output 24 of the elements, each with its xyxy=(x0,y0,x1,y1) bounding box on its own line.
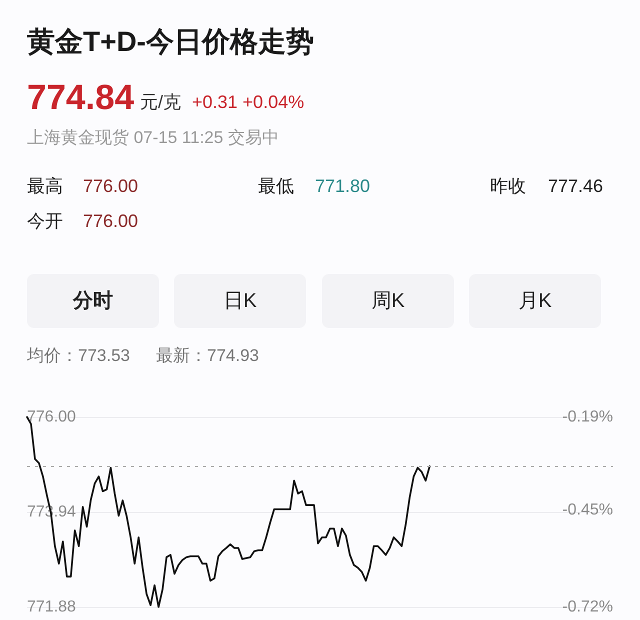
text: 最新：774.93 xyxy=(156,346,259,365)
y-tick-label: 771.88 xyxy=(27,598,76,616)
y2-tick-label: -0.72% xyxy=(562,598,613,616)
text: 777.46 xyxy=(548,176,604,196)
tab-button: 日K xyxy=(174,274,306,328)
tab-button: 分时 xyxy=(27,274,159,328)
chart-title: 黄金T+D-今日价格走势 xyxy=(27,26,314,57)
text: 元/克 xyxy=(140,92,182,112)
text: 776.00 xyxy=(83,211,138,231)
tab-button: 月K xyxy=(469,274,601,328)
y2-tick-label: -0.19% xyxy=(562,408,613,426)
text: 最高 xyxy=(27,176,63,196)
y-tick-label: 776.00 xyxy=(27,408,76,426)
tab-button: 周K xyxy=(322,274,454,328)
y2-tick-label: -0.45% xyxy=(562,502,613,519)
text: 771.80 xyxy=(315,176,370,196)
text: +0.31 +0.04% xyxy=(192,92,304,112)
text: 776.00 xyxy=(83,176,138,196)
text: 均价：773.53 xyxy=(27,346,130,365)
text: 774.84 xyxy=(27,78,134,117)
text: 昨收 xyxy=(490,176,526,196)
text: 最低 xyxy=(258,176,294,196)
text: 今开 xyxy=(27,211,63,231)
text: 上海黄金现货 07-15 11:25 交易中 xyxy=(27,128,279,147)
